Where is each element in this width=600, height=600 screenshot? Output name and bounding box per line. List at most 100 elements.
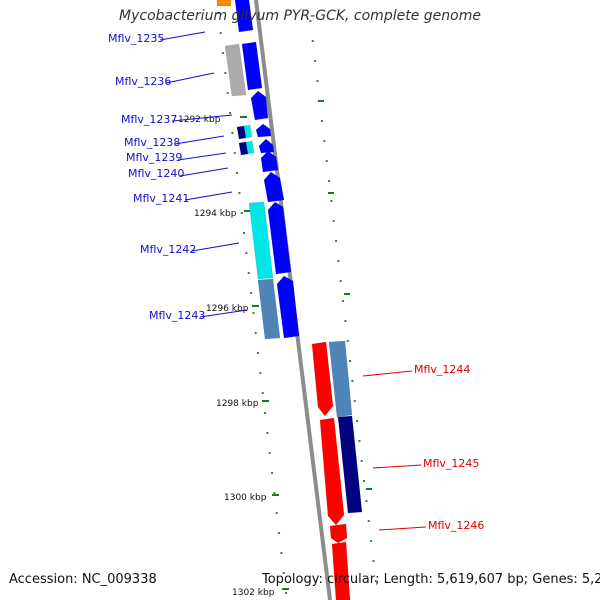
tick-dot [271,472,274,474]
tick-dot [349,360,352,362]
gene-block-blue-1238 [255,123,272,138]
tick-dot [240,212,243,214]
gene-block-blue-1240a [258,138,275,154]
tick-dot [358,440,361,442]
tick-dot [285,592,288,594]
tick-dot [233,152,236,154]
label-leaders [159,31,427,531]
tick-dot [325,160,328,162]
gene-leader-line [184,191,233,201]
genes-reverse [311,340,363,600]
tick-dot [259,372,262,374]
gene-block-red-1245 [319,417,345,526]
tick-dot [257,352,260,354]
major-tick-right [328,192,334,194]
tick-dot [247,272,250,274]
gene-block-blue-1240b [260,150,279,173]
tick-dot [252,312,255,314]
tick-dot [370,540,373,542]
major-tick-right [318,100,324,102]
tick-dot [243,232,246,234]
gene-label-mflv-1236[interactable]: Mflv_1236 [115,75,171,88]
ruler-tick [272,494,279,496]
tick-dot [311,40,314,42]
gene-block-blue-1236 [241,41,263,91]
ruler-label: 1292 kbp [178,115,221,125]
tick-dot [339,280,342,282]
gene-block-red-1246 [329,523,348,544]
tick-dot [360,460,363,462]
gene-block-blue-1242 [267,201,292,275]
tick-dot [238,192,241,194]
gene-label-mflv-1242[interactable]: Mflv_1242 [140,243,196,256]
tick-dot [372,560,375,562]
ruler-tick [262,400,269,402]
tick-dot [224,72,227,74]
gene-block-blue-1237 [250,90,269,121]
gene-block-blue-1235 [234,0,254,33]
gene-leader-line [177,152,227,161]
tick-dot [275,512,278,514]
gene-block-cyan-1239 [245,140,255,155]
ruler-label: 1300 kbp [224,493,267,503]
tick-dot [323,140,326,142]
gene-label-mflv-1237[interactable]: Mflv_1237 [121,113,177,126]
gene-leader-line [165,72,215,84]
tick-dot [328,180,331,182]
tick-dot [321,120,324,122]
tick-dot [309,20,312,22]
ruler-tick [282,588,289,590]
gene-label-mflv-1246[interactable]: Mflv_1246 [428,519,484,532]
tick-dot [222,52,225,54]
tick-dot [363,480,366,482]
gene-label-mflv-1243[interactable]: Mflv_1243 [149,309,205,322]
gene-block-steel-1243 [257,278,281,340]
gene-block-red-1247 [331,541,351,600]
tick-dot [337,260,340,262]
gene-label-mflv-1240[interactable]: Mflv_1240 [128,167,184,180]
gene-block-steel-1244 [328,340,353,418]
gene-leader-line [159,31,206,41]
ruler: 1292 kbp 1294 kbp 1296 kbp 1298 kbp 1300 kbp… [178,115,289,598]
gene-label-mflv-1241[interactable]: Mflv_1241 [133,192,189,205]
major-tick-right [366,488,372,490]
ruler-tick [244,210,251,212]
tick-dot [273,492,276,494]
gene-leader-line [362,370,413,377]
gene-label-mflv-1239[interactable]: Mflv_1239 [126,151,182,164]
gene-leader-line [191,242,240,252]
gene-label-mflv-1244[interactable]: Mflv_1244 [414,363,470,376]
tick-dot [351,380,354,382]
gene-leader-line [174,135,225,145]
tick-dot [280,552,283,554]
gene-label-mflv-1235[interactable]: Mflv_1235 [108,32,164,45]
gene-leader-line [378,526,427,531]
ruler-label: 1302 kbp [232,588,275,598]
gene-labels: Mflv_1235 Mflv_1236 Mflv_1237 Mflv_1238 Mflv… [108,32,484,532]
gene-leader-line [179,167,229,177]
ruler-tick [252,305,259,307]
tick-dot [217,12,220,14]
tick-dot [314,60,317,62]
tick-dot [335,240,338,242]
gene-label-mflv-1245[interactable]: Mflv_1245 [423,457,479,470]
tick-dot [346,340,349,342]
tick-dot [229,112,232,114]
gene-block-cyan-1242 [248,201,274,280]
tick-dot [250,292,253,294]
tick-dot [236,172,239,174]
tick-dot [356,420,359,422]
major-tick-right [344,293,350,295]
tick-dot [231,132,234,134]
tick-dot [254,332,257,334]
genes-forward [216,0,300,340]
tick-dot [332,220,335,222]
ruler-tick [240,116,247,118]
tick-dot [353,400,356,402]
gene-label-mflv-1238[interactable]: Mflv_1238 [124,136,180,149]
ruler-label: 1296 kbp [206,304,249,314]
ruler-label: 1294 kbp [194,209,237,219]
topology-text: Topology: circular; Length: 5,619,607 bp… [262,572,600,587]
tick-dot [374,580,377,582]
accession-text: Accession: NC_009338 [9,572,157,587]
